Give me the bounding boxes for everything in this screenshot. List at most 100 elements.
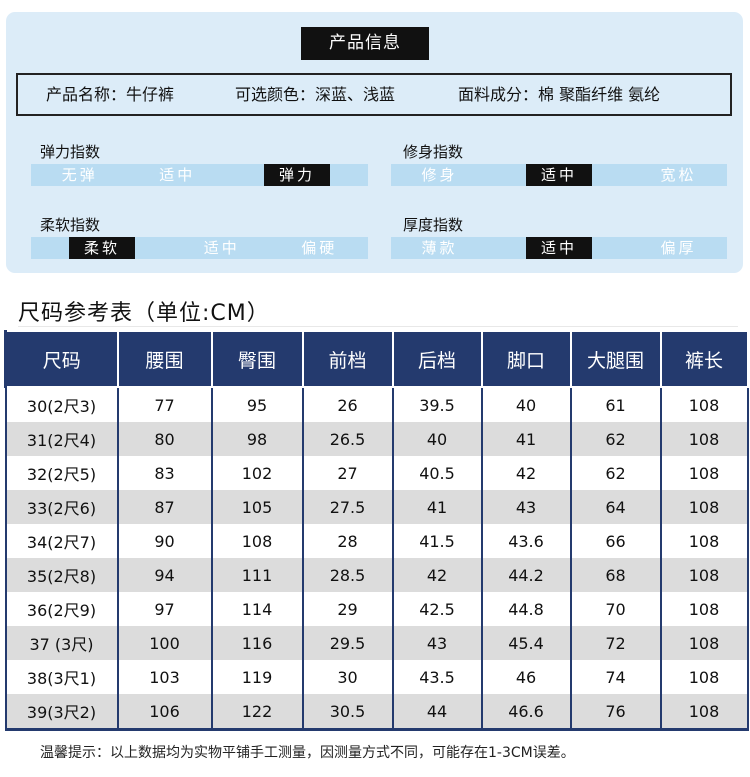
table-cell: 42.5	[391, 592, 483, 626]
thickness-scale: 薄款 适中 偏厚	[391, 237, 727, 259]
table-cell: 80	[116, 422, 213, 456]
table-cell: 68	[569, 558, 662, 592]
heading-divider	[18, 326, 738, 327]
table-cell: 66	[569, 524, 662, 558]
table-cell: 39.5	[391, 387, 483, 422]
table-cell: 108	[659, 422, 749, 456]
product-name: 产品名称：牛仔裤	[46, 85, 175, 104]
table-cell: 108	[659, 524, 749, 558]
table-row: 33(2尺6) 87 105 27.5 41 43 64 108	[4, 490, 749, 524]
table-row: 37 (3尺) 100 116 29.5 43 45.4 72 108	[4, 626, 749, 660]
fit-scale: 修身 适中 宽松	[391, 164, 727, 186]
table-cell: 27	[301, 456, 394, 490]
product-info-bar: 产品名称：牛仔裤 可选颜色：深蓝、浅蓝 面料成分：棉 聚酯纤维 氨纶	[16, 73, 732, 116]
table-cell: 106	[116, 694, 213, 731]
column-header: 后档	[391, 330, 483, 388]
table-cell: 45.4	[480, 626, 572, 660]
table-row: 31(2尺4) 80 98 26.5 40 41 62 108	[4, 422, 749, 456]
table-cell: 26	[301, 387, 394, 422]
table-cell: 62	[569, 456, 662, 490]
table-row: 38(3尺1) 103 119 30 43.5 46 74 108	[4, 660, 749, 694]
fit-option: 适中	[526, 164, 592, 186]
table-cell: 40	[480, 387, 572, 422]
size-table-heading: 尺码参考表（单位:CM）	[18, 301, 270, 326]
table-cell: 97	[116, 592, 213, 626]
table-cell: 43	[391, 626, 483, 660]
thickness-option: 偏厚	[660, 239, 697, 257]
table-cell: 108	[659, 490, 749, 524]
column-header: 腰围	[116, 330, 213, 388]
table-cell: 43.5	[391, 660, 483, 694]
table-cell: 44	[391, 694, 483, 731]
elasticity-option: 弹力	[264, 164, 330, 186]
column-header: 尺码	[4, 330, 119, 388]
table-cell: 103	[116, 660, 213, 694]
column-header: 大腿围	[569, 330, 662, 388]
table-cell: 87	[116, 490, 213, 524]
table-cell: 94	[116, 558, 213, 592]
table-cell: 30.5	[301, 694, 394, 731]
table-cell: 108	[659, 626, 749, 660]
thickness-label: 厚度指数	[403, 216, 464, 234]
table-cell: 41.5	[391, 524, 483, 558]
table-cell: 36(2尺9)	[4, 592, 119, 626]
table-cell: 108	[659, 660, 749, 694]
fit-option: 修身	[421, 166, 458, 184]
table-row: 36(2尺9) 97 114 29 42.5 44.8 70 108	[4, 592, 749, 626]
table-cell: 90	[116, 524, 213, 558]
product-material: 面料成分：棉 聚酯纤维 氨纶	[458, 85, 661, 104]
table-cell: 30(2尺3)	[4, 387, 119, 422]
table-cell: 44.2	[480, 558, 572, 592]
table-cell: 44.8	[480, 592, 572, 626]
table-cell: 108	[659, 456, 749, 490]
table-cell: 108	[659, 387, 749, 422]
softness-option: 适中	[203, 239, 240, 257]
table-cell: 102	[210, 456, 304, 490]
table-cell: 37 (3尺)	[4, 626, 119, 660]
table-cell: 46.6	[480, 694, 572, 731]
table-cell: 29.5	[301, 626, 394, 660]
table-cell: 95	[210, 387, 304, 422]
table-cell: 108	[210, 524, 304, 558]
size-table-header: 尺码 腰围 臀围 前档 后档 脚口 大腿围 裤长	[4, 330, 749, 388]
table-row: 32(2尺5) 83 102 27 40.5 42 62 108	[4, 456, 749, 490]
elasticity-scale: 无弹 适中 弹力	[31, 164, 368, 186]
table-row: 30(2尺3) 77 95 26 39.5 40 61 108	[4, 387, 749, 422]
product-info-title: 产品信息	[301, 27, 429, 60]
column-header: 裤长	[659, 330, 749, 388]
table-cell: 34(2尺7)	[4, 524, 119, 558]
thickness-option: 薄款	[421, 239, 458, 257]
table-cell: 100	[116, 626, 213, 660]
table-cell: 39(3尺2)	[4, 694, 119, 731]
size-table: 尺码 腰围 臀围 前档 后档 脚口 大腿围 裤长 30(2尺3) 77 95 26 39.5 40 61 1…	[4, 330, 749, 731]
table-cell: 108	[659, 592, 749, 626]
table-cell: 114	[210, 592, 304, 626]
table-cell: 29	[301, 592, 394, 626]
column-header: 臀围	[210, 330, 304, 388]
table-cell: 111	[210, 558, 304, 592]
table-cell: 74	[569, 660, 662, 694]
table-cell: 83	[116, 456, 213, 490]
table-cell: 116	[210, 626, 304, 660]
table-cell: 108	[659, 558, 749, 592]
softness-option: 偏硬	[301, 239, 338, 257]
table-cell: 46	[480, 660, 572, 694]
column-header: 前档	[301, 330, 394, 388]
table-cell: 98	[210, 422, 304, 456]
table-cell: 27.5	[301, 490, 394, 524]
table-cell: 72	[569, 626, 662, 660]
table-cell: 105	[210, 490, 304, 524]
table-cell: 70	[569, 592, 662, 626]
table-cell: 62	[569, 422, 662, 456]
table-cell: 28	[301, 524, 394, 558]
table-cell: 32(2尺5)	[4, 456, 119, 490]
table-cell: 119	[210, 660, 304, 694]
softness-option: 柔软	[69, 237, 135, 259]
elasticity-label: 弹力指数	[40, 143, 101, 161]
elasticity-option: 适中	[159, 166, 196, 184]
fit-option: 宽松	[660, 166, 697, 184]
column-header: 脚口	[480, 330, 572, 388]
softness-label: 柔软指数	[40, 216, 101, 234]
table-row: 39(3尺2) 106 122 30.5 44 46.6 76 108	[4, 694, 749, 731]
table-cell: 43.6	[480, 524, 572, 558]
